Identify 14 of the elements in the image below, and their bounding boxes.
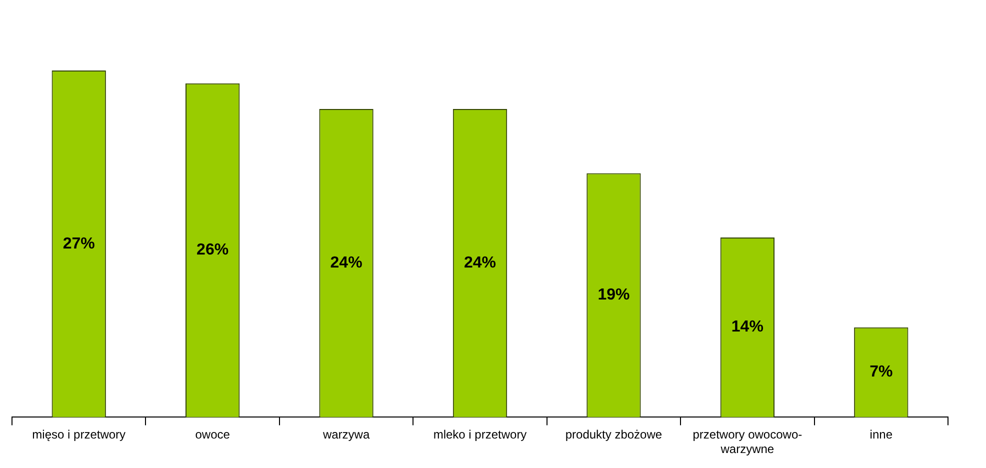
- data-label: 24%: [464, 254, 496, 272]
- data-label: 26%: [196, 242, 229, 259]
- x-tick-label: mięso i przetwory: [32, 428, 126, 442]
- data-label: 24%: [330, 254, 362, 272]
- x-tick-label: produkty zbożowe: [565, 428, 662, 442]
- x-tick-label: warzywa: [322, 428, 370, 442]
- data-label: 14%: [731, 318, 764, 336]
- x-tick-label: owoce: [195, 428, 230, 442]
- data-label: 27%: [62, 235, 95, 252]
- x-tick-label: przetwory owocowo-warzywne: [692, 428, 802, 456]
- x-tick-label: mleko i przetwory: [433, 428, 527, 442]
- x-tick-label: inne: [870, 428, 893, 442]
- data-label: 7%: [870, 364, 893, 381]
- data-label: 19%: [598, 286, 630, 304]
